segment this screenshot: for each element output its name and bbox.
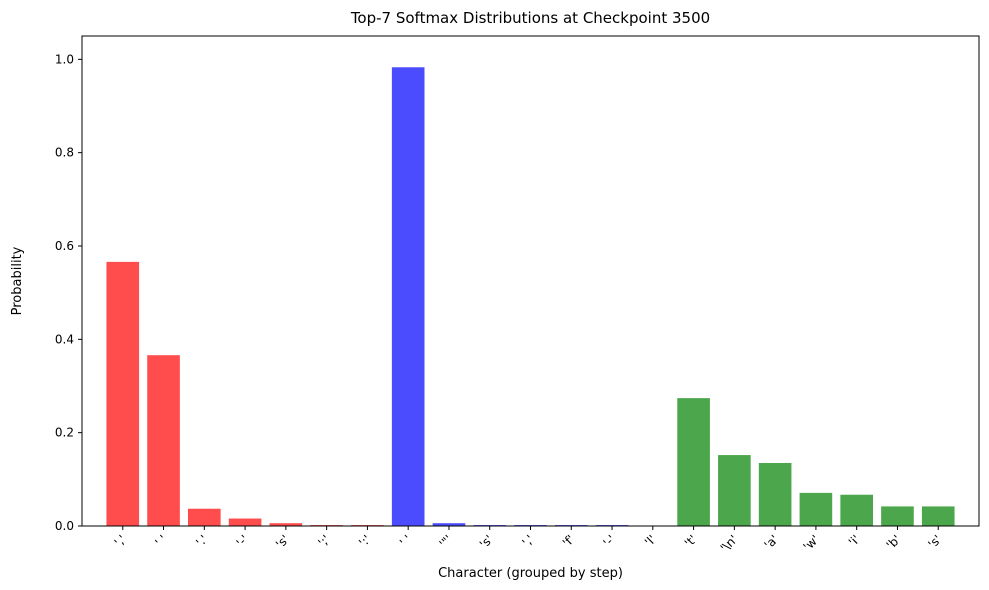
y-tick-label: 0.6: [55, 239, 74, 253]
x-tick-label: '\n': [718, 532, 741, 555]
bar-1: [147, 355, 180, 526]
bar-3: [228, 518, 262, 526]
bar-7: [391, 67, 425, 527]
bar-19: [881, 506, 914, 526]
bar-8: [432, 523, 466, 526]
x-tick-label: 'w': [801, 532, 823, 554]
x-tick-label: '.': [193, 532, 210, 549]
x-tick-label: ' ': [152, 532, 169, 549]
y-axis-title: Probability: [10, 246, 25, 315]
x-tick-label: 's': [477, 532, 496, 551]
bar-18: [840, 494, 873, 526]
x-tick-label: ' ': [397, 532, 414, 549]
bar-4: [269, 523, 303, 526]
x-tick-label: 's': [273, 532, 292, 551]
x-tick-label: 'l': [642, 532, 659, 549]
bar-17: [799, 492, 833, 526]
x-tick-label: ':': [356, 532, 373, 549]
x-tick-label: 'b': [884, 532, 904, 552]
y-axis-ticks: 0.0 0.2 0.4 0.6 0.8 1.0: [55, 52, 82, 533]
y-tick-label: 1.0: [55, 52, 74, 66]
x-tick-label: 's': [925, 532, 944, 551]
x-tick-label: ',': [112, 532, 129, 549]
y-tick-label: 0.4: [55, 332, 74, 346]
plot-frame: [81, 35, 980, 527]
x-tick-label: ',': [519, 532, 536, 549]
bar-14: [677, 398, 710, 526]
x-axis-title: Character (grouped by step): [438, 566, 623, 581]
y-tick-label: 0.0: [55, 519, 74, 533]
y-tick-label: 0.8: [55, 146, 74, 160]
bar-16: [758, 463, 792, 526]
bar-2: [188, 508, 221, 526]
x-tick-label: ';': [315, 532, 332, 549]
x-tick-label: '"': [437, 532, 455, 550]
x-tick-label: 'f': [560, 532, 578, 550]
x-tick-label: '-': [601, 532, 619, 550]
bars-group: [106, 67, 955, 527]
bar-0: [106, 261, 140, 526]
y-tick-label: 0.2: [55, 426, 74, 440]
x-tick-label: 'a': [761, 532, 781, 552]
chart-title: Top-7 Softmax Distributions at Checkpoin…: [350, 9, 710, 27]
x-tick-label: 'i': [846, 532, 863, 549]
bar-20: [921, 506, 955, 526]
x-tick-label: 't': [682, 532, 700, 550]
x-axis-ticks: ',' ' ' '.' '-' 's' ';' ':' ' ' '"' 's' ',' 'f' '-' '…: [112, 526, 944, 555]
bar-15: [718, 455, 751, 526]
x-tick-label: '-': [234, 532, 252, 550]
